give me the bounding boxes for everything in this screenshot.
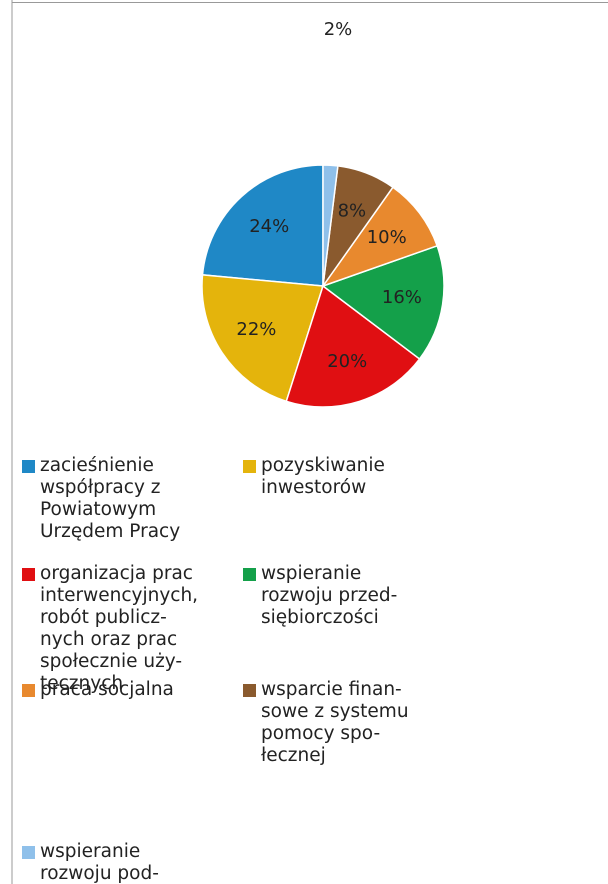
- pie-slice: [201, 274, 324, 403]
- data-label: 16%: [382, 287, 422, 308]
- legend-swatch: [22, 846, 35, 859]
- pie-slice: [201, 164, 324, 287]
- legend-label: zacieśnienie współpracy z Powiatowym Urz…: [40, 455, 181, 542]
- pie-slice: [322, 164, 339, 287]
- legend-label: wspieranie rozwoju pod-: [40, 841, 159, 884]
- data-label: 10%: [367, 227, 407, 248]
- data-label: 20%: [327, 351, 367, 372]
- legend-label: pozyskiwanie inwestorów: [261, 455, 385, 498]
- pie-slice: [321, 186, 439, 288]
- pie-slice: [321, 244, 445, 360]
- data-label: 8%: [338, 201, 367, 222]
- legend-swatch: [22, 460, 35, 473]
- legend-swatch: [22, 684, 35, 697]
- legend-label: wsparcie finan- sowe z systemu pomocy sp…: [261, 679, 409, 766]
- legend-swatch: [243, 568, 256, 581]
- legend-label: organizacja prac interwencyjnych, robót …: [40, 563, 199, 694]
- data-label: 24%: [249, 216, 289, 237]
- legend-swatch: [22, 568, 35, 581]
- legend-label: praca socjalna: [40, 679, 174, 700]
- pie-slice: [285, 284, 421, 408]
- data-label: 22%: [236, 319, 276, 340]
- legend-label: wspieranie rozwoju przed- siębiorczości: [261, 563, 398, 628]
- legend-swatch: [243, 684, 256, 697]
- legend-swatch: [243, 460, 256, 473]
- data-label: 2%: [324, 19, 353, 40]
